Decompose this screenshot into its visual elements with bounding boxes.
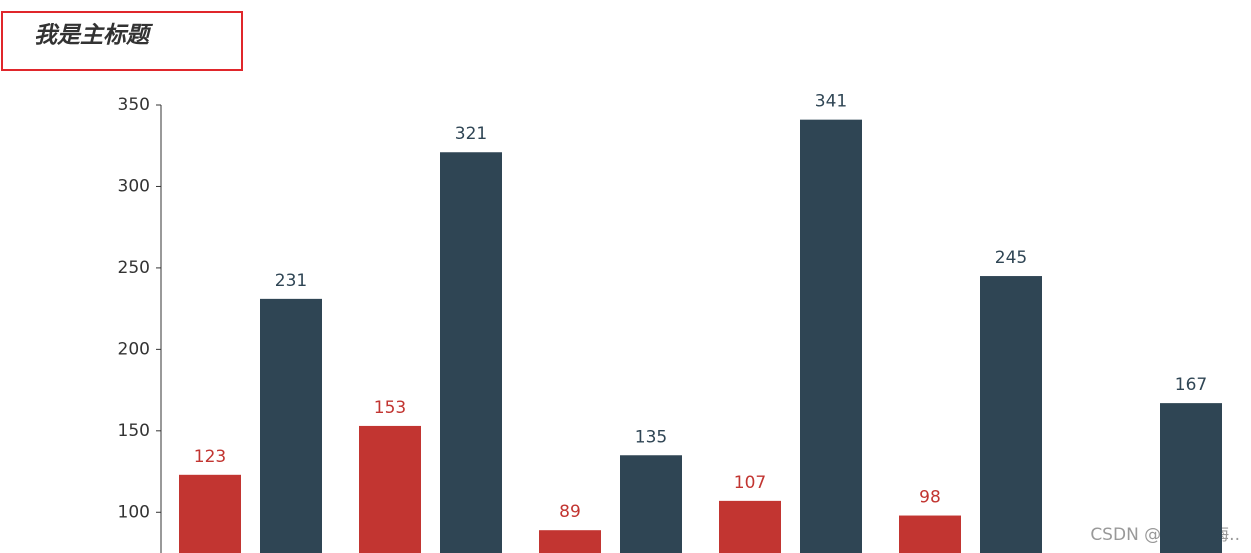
chart-title: 我是主标题: [34, 23, 154, 49]
bar: [260, 298, 322, 553]
value-label: 135: [635, 427, 667, 447]
value-label: 89: [559, 502, 581, 522]
bar: [1160, 403, 1222, 553]
value-label: 231: [275, 271, 307, 291]
bar: [539, 530, 601, 553]
bar: [620, 455, 682, 553]
bar: [800, 119, 862, 553]
bar: [980, 276, 1042, 553]
bar: [899, 515, 961, 553]
y-tick-label: 350: [118, 95, 150, 115]
value-label: 98: [919, 488, 941, 508]
bar: [719, 500, 781, 553]
y-tick-label: 200: [118, 339, 150, 359]
y-tick-label: 150: [118, 421, 150, 441]
bar: [359, 425, 421, 553]
y-tick-label: 250: [118, 258, 150, 278]
value-label: 107: [734, 473, 766, 493]
value-label: 153: [374, 398, 406, 418]
bar: [179, 474, 241, 553]
y-tick-label: 300: [118, 176, 150, 196]
value-label: 341: [815, 92, 847, 112]
value-label: 321: [455, 124, 487, 144]
value-label: 123: [194, 447, 226, 467]
title-box: [1, 11, 243, 71]
value-label: 245: [995, 248, 1027, 268]
y-tick-label: 100: [118, 502, 150, 522]
value-label: 167: [1175, 375, 1207, 395]
bar: [440, 152, 502, 553]
